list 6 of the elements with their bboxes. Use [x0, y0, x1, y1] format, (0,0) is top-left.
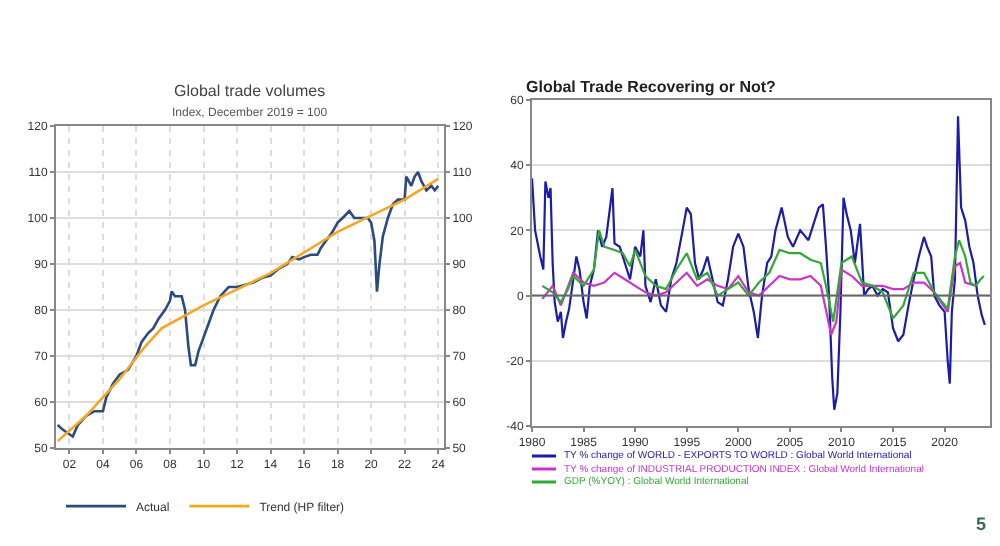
line-series: [541, 261, 977, 336]
chart-title: Global Trade Recovering or Not?: [526, 78, 777, 96]
chart-title: Global trade volumes: [174, 82, 326, 100]
line-series: [541, 229, 985, 323]
text: 5: [976, 514, 987, 534]
line-series: [532, 115, 986, 411]
